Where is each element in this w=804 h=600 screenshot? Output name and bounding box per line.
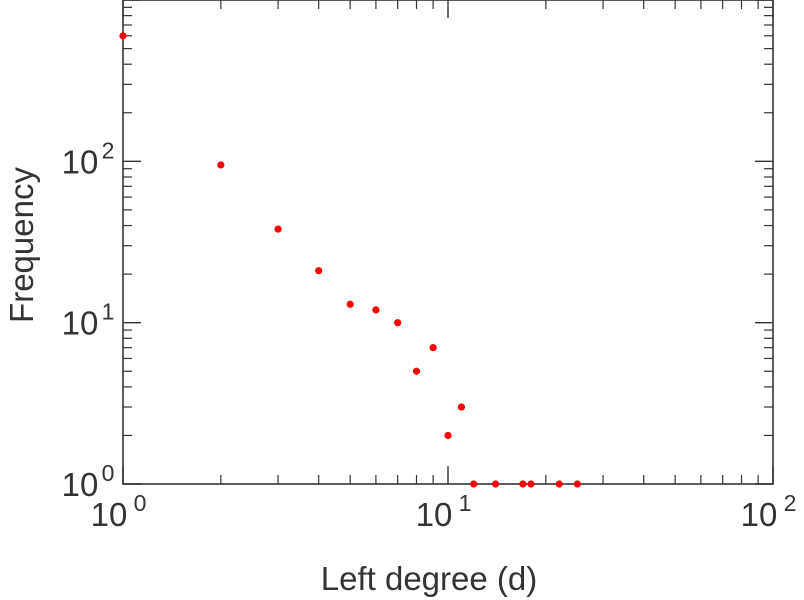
y-tick-label-exponent: 0 <box>102 460 115 486</box>
data-point <box>119 32 127 40</box>
data-point <box>429 344 437 352</box>
x-tick-label: 10 <box>741 496 778 533</box>
data-point <box>217 161 225 169</box>
minor-ticks <box>123 0 773 484</box>
data-point <box>274 225 282 233</box>
y-tick-label: 10 <box>62 305 99 342</box>
x-axis-label: Left degree (d) <box>321 560 537 597</box>
data-point <box>491 480 500 488</box>
data-point <box>527 480 535 488</box>
y-tick-label: 10 <box>62 466 99 503</box>
x-tick-label: 10 <box>416 496 453 533</box>
data-point <box>444 431 452 440</box>
y-tick-label-exponent: 2 <box>102 137 115 163</box>
x-tick-label: 10 <box>91 496 128 533</box>
data-point <box>394 319 402 327</box>
data-point <box>519 480 527 488</box>
y-tick-label-exponent: 1 <box>102 299 115 325</box>
data-point <box>346 300 354 308</box>
data-point <box>412 367 421 375</box>
data-point <box>573 480 581 488</box>
data-point <box>372 306 380 314</box>
x-tick-label-exponent: 0 <box>134 490 147 516</box>
data-point <box>315 267 323 275</box>
major-ticks <box>122 0 774 485</box>
y-axis-label: Frequency <box>3 167 40 323</box>
data-point <box>457 403 466 411</box>
x-tick-labels: 10 0 10 1 10 2 <box>91 490 797 533</box>
plot-frame <box>122 0 774 485</box>
y-tick-label: 10 <box>62 143 99 180</box>
data-points <box>119 32 581 488</box>
x-tick-label-exponent: 1 <box>459 490 472 516</box>
data-point <box>470 480 478 488</box>
x-tick-label-exponent: 2 <box>784 490 797 516</box>
data-point <box>555 480 563 488</box>
